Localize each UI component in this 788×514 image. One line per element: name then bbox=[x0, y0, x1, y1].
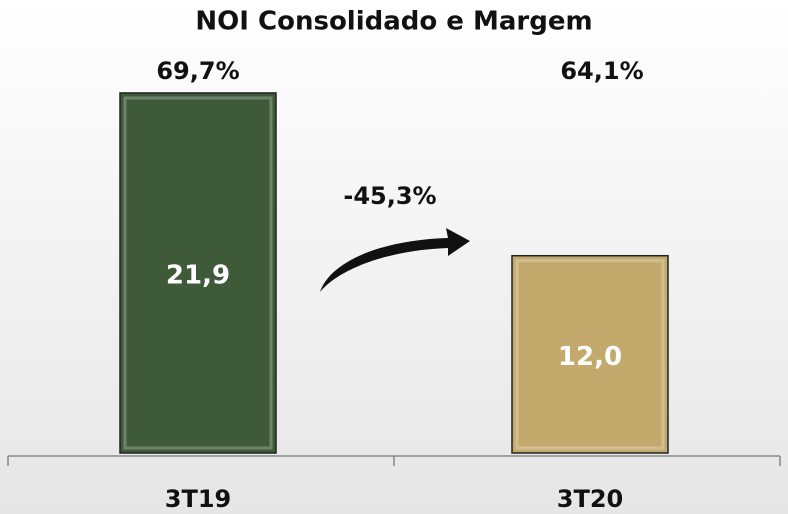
chart-title: NOI Consolidado e Margem bbox=[195, 7, 592, 37]
bar bbox=[119, 92, 277, 454]
bar bbox=[511, 254, 669, 454]
data-label: 21,9 bbox=[166, 260, 230, 290]
change-arrow bbox=[320, 228, 470, 292]
x-tick-label: 3T20 bbox=[557, 485, 623, 513]
margin-label: 64,1% bbox=[560, 57, 643, 85]
change-label: -45,3% bbox=[343, 182, 436, 210]
bar-bevel bbox=[515, 259, 665, 450]
x-tick-label: 3T19 bbox=[165, 485, 231, 513]
bar-bevel bbox=[123, 96, 273, 450]
margin-label: 69,7% bbox=[156, 57, 239, 85]
data-label: 12,0 bbox=[558, 342, 622, 372]
